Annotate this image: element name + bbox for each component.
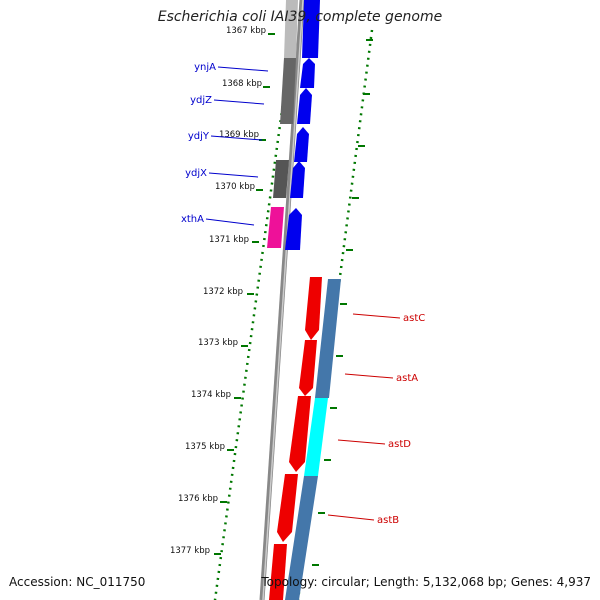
gene-blue-top[interactable] [302,0,320,58]
gene-label: xthA [181,214,204,225]
leader-line [205,218,255,226]
genome-summary: Topology: circular; Length: 5,132,068 bp… [261,575,591,589]
gene-cyan-astD[interactable] [304,398,328,476]
leader-line [213,99,265,105]
gene-label: astD [388,439,411,450]
gene-grey-ynjA[interactable] [280,58,296,124]
gene-blue-ydjZ[interactable] [297,88,312,124]
gene-label: ydjY [188,131,210,142]
gene-steel-astB[interactable] [285,476,318,600]
map-title: Escherichia coli IAI39, complete genome [157,9,443,25]
gene-steel-astC-astA[interactable] [315,279,341,398]
tick-label: 1368 kbp [222,79,262,89]
leader-line [217,66,269,72]
tick-labels: 1367 kbp 1368 kbp 1369 kbp 1370 kbp 1371 kbp… [170,26,373,566]
leader-line [327,514,375,521]
tick-label: 1370 kbp [215,182,255,192]
tick-label: 1367 kbp [226,26,266,36]
gene-light-grey[interactable] [284,0,298,58]
leader-line [337,439,386,445]
gene-blue-ydjY[interactable] [294,127,309,162]
backbone-line [259,0,305,600]
gene-red-3[interactable] [289,396,311,472]
tick-label: 1376 kbp [178,494,218,504]
tick-label: 1373 kbp [198,338,238,348]
gene-blue-ydjX[interactable] [290,161,305,198]
leader-line [208,172,259,178]
leader-line [344,373,394,379]
tick-label: 1369 kbp [219,130,259,140]
leader-line [210,135,263,141]
tick-label: 1375 kbp [185,442,225,452]
inner-tick-track [213,29,295,600]
gene-label: astB [377,515,399,526]
gene-red-4[interactable] [277,474,298,542]
gene-label: astC [403,313,425,324]
gene-magenta-xthA[interactable] [267,207,284,248]
tick-label: 1377 kbp [170,546,210,556]
gene-label: ydjZ [190,95,212,106]
gene-red-1[interactable] [305,277,322,340]
gene-red-5[interactable] [269,544,287,600]
gene-blue-ynjA[interactable] [300,58,315,88]
gene-label: ydjX [185,168,207,179]
gene-blue-xthA[interactable] [285,208,302,250]
accession-text: Accession: NC_011750 [9,575,146,589]
gene-label: astA [396,373,418,384]
gene-label: ynjA [194,62,216,73]
tick-label: 1374 kbp [191,390,231,400]
backbone-highlight [262,0,304,600]
gene-red-2[interactable] [299,340,317,396]
gene-labels: ynjA ydjZ ydjY ydjX xthA astC astA astD astB [181,62,425,526]
tick-label: 1372 kbp [203,287,243,297]
tick-label: 1371 kbp [209,235,249,245]
leader-line [352,313,401,319]
gene-grey-ydjX[interactable] [273,160,289,198]
